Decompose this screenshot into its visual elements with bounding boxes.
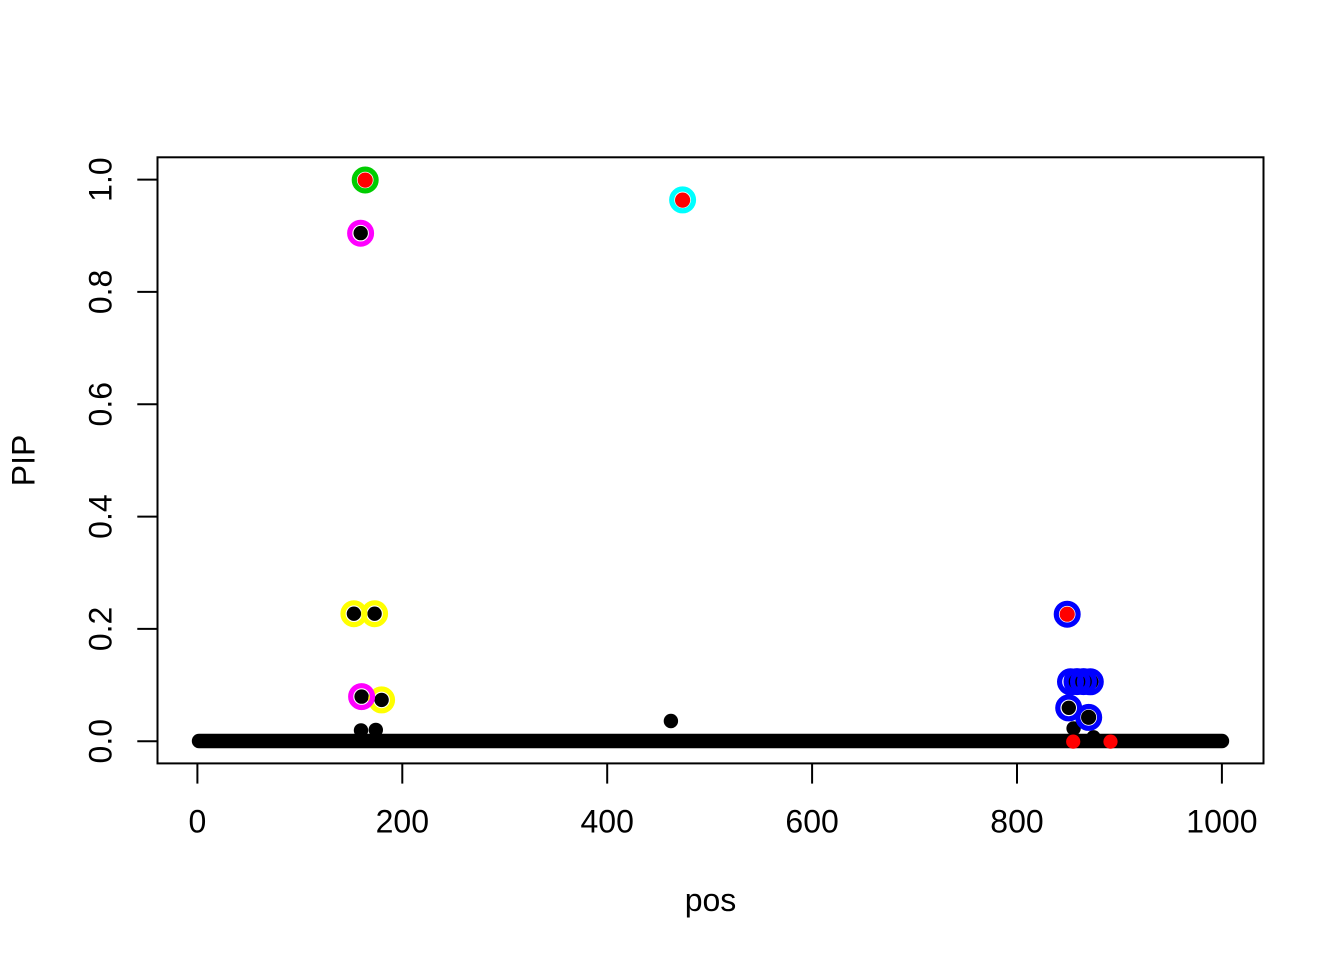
svg-text:pos: pos	[685, 882, 737, 918]
svg-text:1000: 1000	[1186, 804, 1257, 840]
svg-text:200: 200	[376, 804, 429, 840]
svg-text:600: 600	[785, 804, 838, 840]
svg-text:PIP: PIP	[6, 435, 42, 487]
svg-text:0.8: 0.8	[83, 270, 119, 314]
svg-text:0.6: 0.6	[83, 382, 119, 426]
svg-text:0.4: 0.4	[83, 494, 119, 538]
svg-text:800: 800	[990, 804, 1043, 840]
svg-text:0.2: 0.2	[83, 607, 119, 651]
svg-text:1.0: 1.0	[83, 157, 119, 201]
svg-text:400: 400	[581, 804, 634, 840]
svg-text:0: 0	[189, 804, 207, 840]
svg-text:0.0: 0.0	[83, 719, 119, 763]
